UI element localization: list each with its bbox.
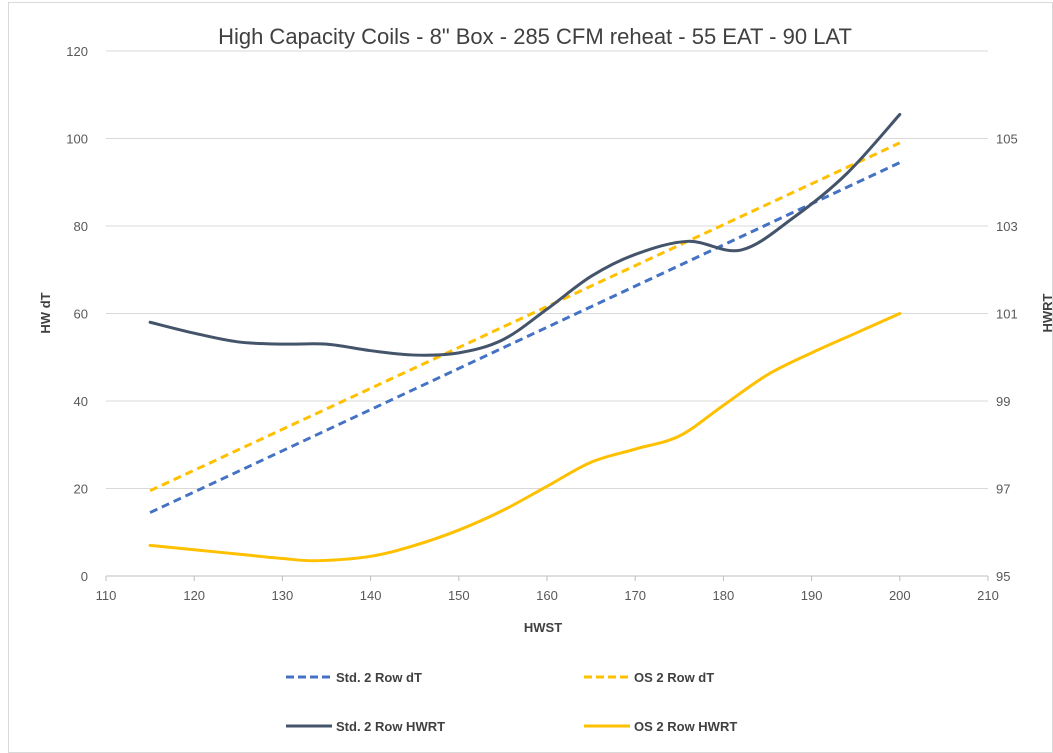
y-tick-label: 20: [74, 482, 88, 497]
y2-tick-label: 95: [996, 569, 1010, 584]
x-tick-label: 180: [713, 588, 735, 603]
axes: 0 20 40 60 80 100 120 95 97 99 101 103 105 110 120 130 1…: [66, 44, 1017, 603]
legend-item: Std. 2 Row dT: [286, 670, 422, 685]
legend: Std. 2 Row dT OS 2 Row dT Std. 2 Row HWRT O…: [286, 670, 737, 734]
y-tick-label: 100: [66, 132, 88, 147]
y2-tick-label: 97: [996, 482, 1010, 497]
x-axis-title: HWST: [524, 620, 562, 635]
x-tick-label: 160: [536, 588, 558, 603]
x-tick-label: 130: [272, 588, 294, 603]
legend-label: OS 2 Row dT: [634, 670, 714, 685]
chart-frame: [8, 2, 1053, 753]
legend-item: Std. 2 Row HWRT: [286, 719, 445, 734]
series-line-std-2-row-dt: [149, 161, 901, 514]
x-tick-label: 190: [801, 588, 823, 603]
y-tick-label: 40: [74, 394, 88, 409]
y2-tick-label: 103: [996, 219, 1018, 234]
grid-lines: [106, 50, 988, 489]
y2-tick-label: 101: [996, 307, 1018, 322]
series-layer: [148, 112, 902, 563]
x-tick-label: 200: [889, 588, 911, 603]
x-tick-label: 210: [977, 588, 999, 603]
x-tick-label: 110: [96, 588, 117, 603]
x-tick-label: 140: [360, 588, 382, 603]
series-line-os-2-row-dt: [149, 141, 901, 493]
y-tick-label: 120: [66, 44, 88, 59]
y2-tick-label: 99: [996, 394, 1010, 409]
legend-label: Std. 2 Row HWRT: [336, 719, 445, 734]
y-tick-label: 80: [74, 219, 88, 234]
legend-label: OS 2 Row HWRT: [634, 719, 737, 734]
legend-item: OS 2 Row dT: [584, 670, 714, 685]
legend-label: Std. 2 Row dT: [336, 670, 422, 685]
chart-title: High Capacity Coils - 8" Box - 285 CFM r…: [218, 24, 852, 49]
y-tick-label: 0: [81, 569, 88, 584]
x-tick-label: 170: [624, 588, 646, 603]
y-axis-title: HW dT: [38, 292, 53, 333]
x-tick-label: 150: [448, 588, 470, 603]
series-line-os-2-row-hwrt: [148, 312, 902, 563]
y-tick-label: 60: [74, 307, 88, 322]
legend-item: OS 2 Row HWRT: [584, 719, 737, 734]
y2-tick-label: 105: [996, 132, 1018, 147]
y2-axis-title: HWRT: [1040, 293, 1053, 332]
series-line-std-2-row-hwrt: [148, 112, 902, 357]
x-tick-label: 120: [183, 588, 205, 603]
